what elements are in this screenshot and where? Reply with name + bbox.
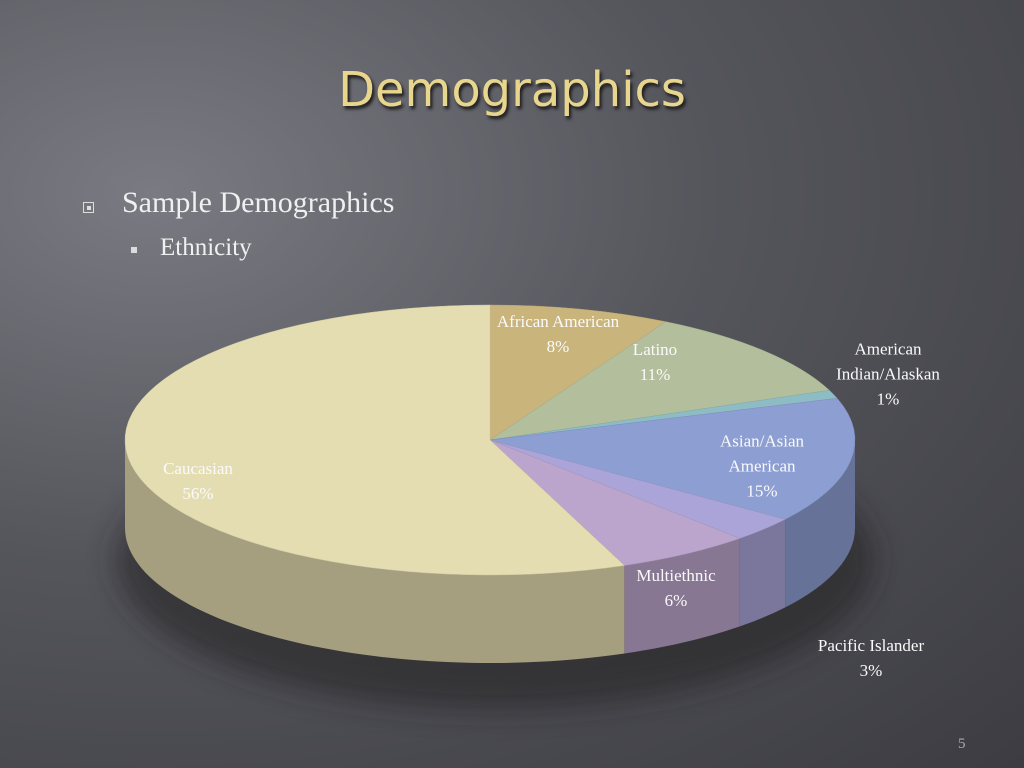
slice-side bbox=[785, 440, 856, 608]
value-label: 56% bbox=[182, 484, 214, 503]
category-label: Multiethnic bbox=[636, 566, 716, 585]
category-label: Latino bbox=[632, 340, 678, 359]
value-label: 11% bbox=[639, 365, 671, 384]
data-label: Asian/Asian American 15% bbox=[707, 429, 817, 504]
slice-side bbox=[739, 519, 786, 627]
data-label: Caucasian 56% bbox=[163, 456, 233, 506]
slice-side bbox=[624, 538, 740, 654]
sub-bullet: Ethnicity bbox=[160, 234, 252, 261]
data-label: Pacific Islander 3% bbox=[818, 633, 924, 683]
value-label: 1% bbox=[876, 389, 900, 409]
page-number: 5 bbox=[958, 736, 966, 752]
value-label: 15% bbox=[746, 481, 778, 501]
slice-side bbox=[125, 440, 625, 663]
slice bbox=[489, 439, 741, 566]
slice bbox=[124, 304, 625, 576]
bullet: Sample Demographics bbox=[122, 186, 395, 219]
category-label: Pacific Islander bbox=[817, 636, 925, 655]
chart-title: Demographics bbox=[338, 62, 686, 118]
slice bbox=[489, 321, 830, 441]
category-label: African American bbox=[496, 312, 620, 331]
data-label: Latino 11% bbox=[633, 337, 677, 387]
value-label: 8% bbox=[546, 337, 570, 356]
category-label: Caucasian bbox=[163, 459, 233, 478]
data-label: Multiethnic 6% bbox=[636, 563, 715, 613]
value-label: 3% bbox=[859, 661, 883, 680]
value-label: 6% bbox=[664, 591, 688, 610]
bullet-icon bbox=[83, 202, 94, 213]
slice bbox=[489, 304, 667, 441]
bullet-icon bbox=[131, 247, 137, 253]
category-label: American Indian/Alaskan bbox=[836, 339, 940, 384]
data-label: African American 8% bbox=[497, 309, 619, 359]
slice bbox=[489, 398, 856, 520]
category-label: Asian/Asian American bbox=[719, 431, 805, 476]
data-label: American Indian/Alaskan 1% bbox=[813, 337, 963, 412]
